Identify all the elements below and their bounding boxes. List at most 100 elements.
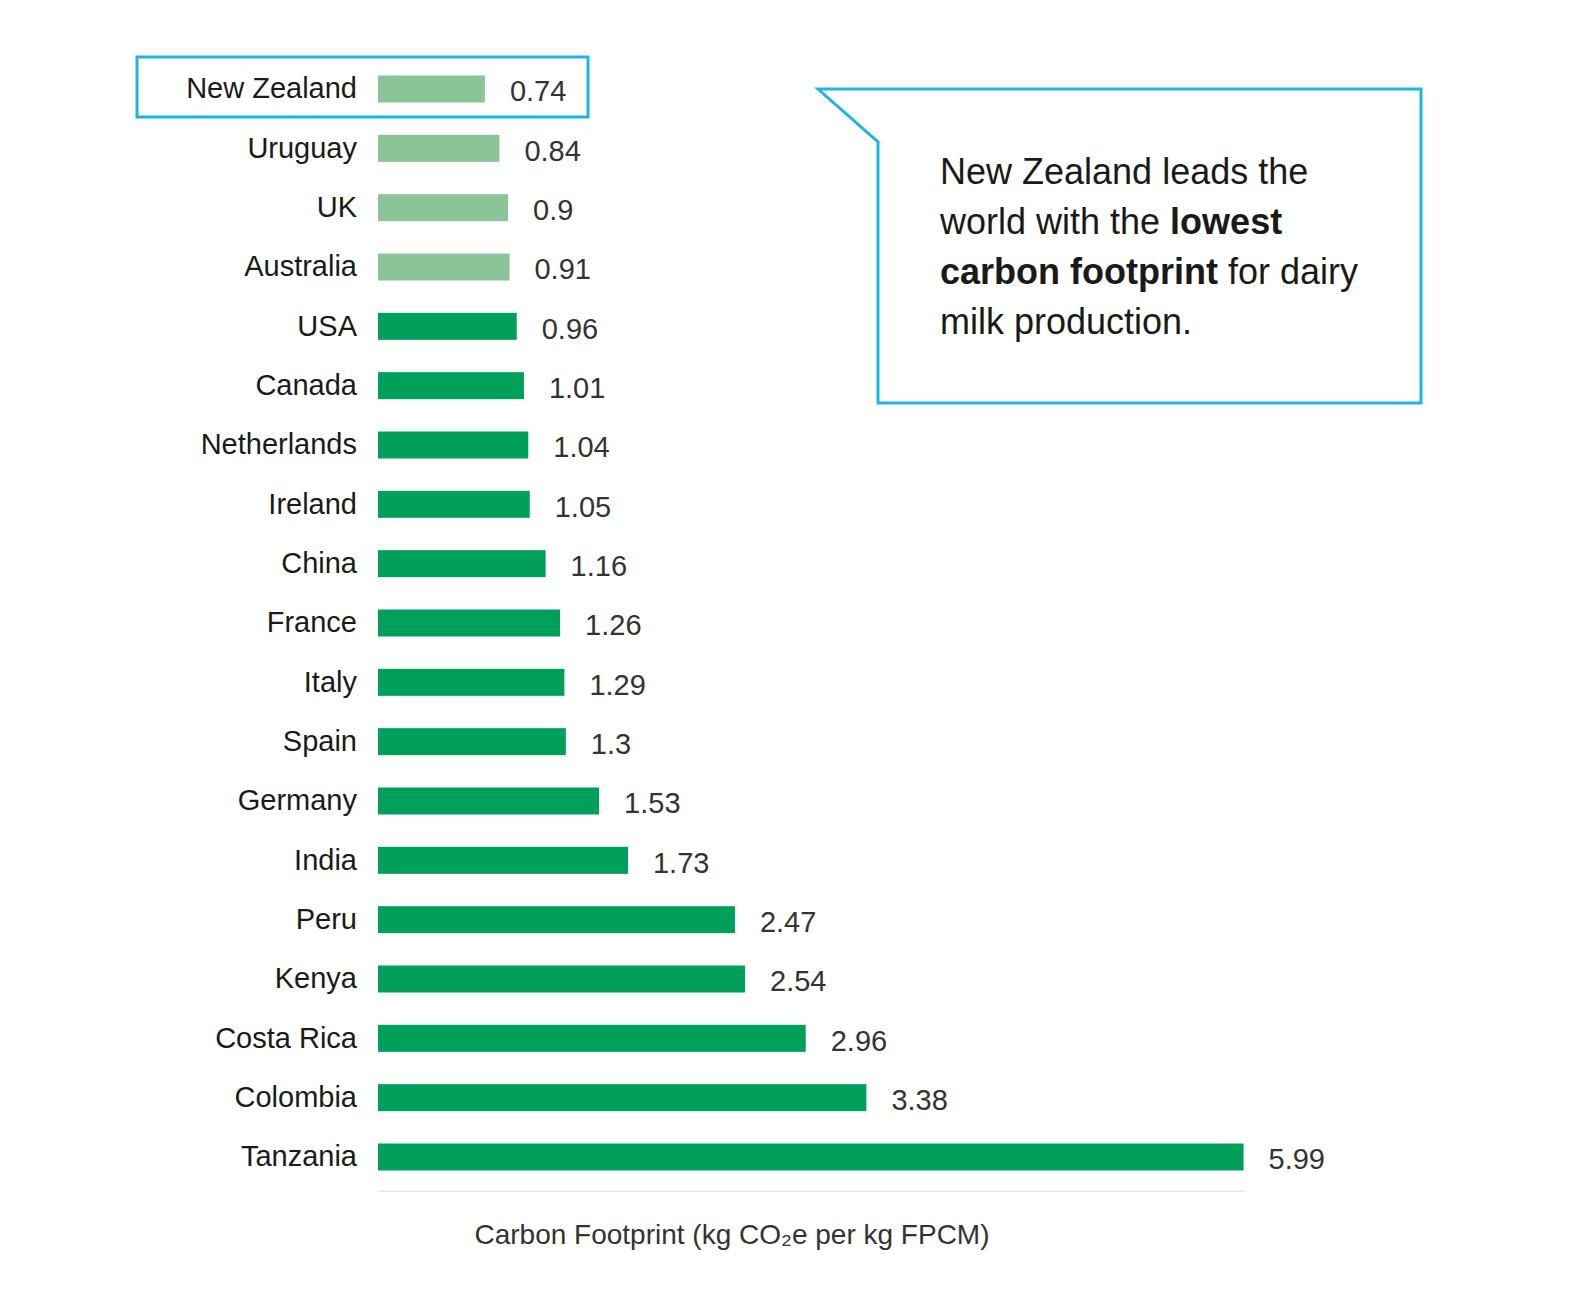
bar (378, 966, 745, 993)
category-label: Netherlands (201, 428, 357, 460)
tick: Italy (304, 666, 378, 698)
data-label: 0.84 (524, 135, 580, 167)
annotation-text: footprint (1060, 251, 1218, 292)
category-label: India (294, 844, 358, 876)
category-label: USA (297, 310, 357, 342)
bar (378, 253, 509, 280)
bar (378, 610, 560, 637)
bar (378, 372, 524, 399)
category-label: Australia (244, 250, 358, 282)
bar (378, 550, 546, 577)
annotation-text: world (939, 201, 1026, 242)
bar (378, 728, 566, 755)
category-label: Ireland (268, 488, 357, 520)
category-label: Italy (304, 666, 358, 698)
bar (378, 491, 530, 518)
highlight-box (137, 57, 588, 117)
tick: China (281, 547, 378, 579)
bar (378, 669, 564, 696)
bar (378, 1144, 1244, 1171)
bar (378, 847, 628, 874)
data-label: 5.99 (1269, 1143, 1325, 1175)
data-label: 2.47 (760, 906, 816, 938)
category-label: France (267, 606, 357, 638)
tick: Tanzania (241, 1140, 378, 1172)
bar (378, 1025, 806, 1052)
category-axis: New Zealand Uruguay UK Australia USA Canada Ne… (186, 60, 378, 1187)
tick: Uruguay (247, 132, 378, 164)
tick: India (294, 844, 378, 876)
data-label: 2.96 (831, 1025, 887, 1057)
category-label: Costa Rica (215, 1022, 358, 1054)
annotation-text: with (1026, 201, 1100, 242)
bar (378, 135, 499, 162)
data-label: 1.04 (553, 431, 609, 463)
data-label: 1.16 (571, 550, 627, 582)
tick: Costa Rica (215, 1022, 378, 1054)
annotation-text: production. (1004, 301, 1192, 342)
bar (378, 313, 517, 340)
data-label: 0.74 (510, 75, 566, 107)
tick: Spain (283, 725, 378, 757)
data-label: 1.01 (549, 372, 605, 404)
bar (378, 1084, 866, 1111)
category-label: China (281, 547, 358, 579)
category-label: Spain (283, 725, 357, 757)
bar (378, 75, 485, 102)
category-label: New Zealand (186, 72, 357, 104)
category-label: Kenya (275, 962, 358, 994)
category-label: Peru (296, 903, 357, 935)
annotation-text: the (1248, 151, 1308, 192)
axis-line (379, 1191, 1246, 1192)
annotation-text: for (1218, 251, 1270, 292)
data-label: 0.91 (534, 253, 590, 285)
tick: France (267, 606, 378, 638)
category-label: Canada (255, 369, 357, 401)
bar (378, 432, 528, 459)
tick: Australia (244, 250, 378, 282)
data-label: 2.54 (770, 965, 826, 997)
data-label: 1.29 (589, 669, 645, 701)
annotation-line: New Zealand leads the (940, 151, 1308, 192)
data-label: 1.73 (653, 847, 709, 879)
tick: Colombia (235, 1081, 379, 1113)
tick: Ireland (268, 488, 378, 520)
tick: UK (317, 191, 378, 223)
tick: Kenya (275, 962, 378, 994)
data-label: 1.3 (591, 728, 631, 760)
data-label: 1.53 (624, 787, 680, 819)
annotation-line: world with the lowest (939, 201, 1282, 242)
value-axis (379, 1191, 1246, 1192)
annotation-line: carbon footprint for dairy (940, 251, 1358, 292)
axis-title: Carbon Footprint (kg CO₂e per kg FPCM) (474, 1219, 989, 1250)
tick: Canada (255, 369, 378, 401)
annotation-text: Zealand (1012, 151, 1152, 192)
tick: Netherlands (201, 428, 378, 460)
category-label: Colombia (235, 1081, 358, 1113)
data-label: 3.38 (891, 1084, 947, 1116)
bar (378, 194, 508, 221)
data-label: 0.9 (533, 194, 573, 226)
tick: Peru (296, 903, 378, 935)
category-label: UK (317, 191, 358, 223)
annotation-text: leads (1152, 151, 1248, 192)
annotation-line: milk production. (940, 301, 1192, 342)
annotation-text: milk (940, 301, 1005, 342)
tick: USA (297, 310, 378, 342)
chart: New Zealand Uruguay UK Australia USA Canada Ne… (0, 0, 1583, 1303)
tick: Germany (238, 784, 378, 816)
data-label: 1.05 (555, 491, 611, 523)
bar (378, 906, 735, 933)
annotation-text: carbon (940, 251, 1060, 292)
annotation-text: lowest (1160, 201, 1282, 242)
annotation-text: the (1100, 201, 1160, 242)
data-label: 0.96 (542, 313, 598, 345)
category-label: Tanzania (241, 1140, 358, 1172)
axis-line (378, 60, 379, 1187)
data-label: 1.26 (585, 609, 641, 641)
category-label: Germany (238, 784, 358, 816)
annotation-text: dairy (1270, 251, 1358, 292)
bars (378, 75, 1244, 1170)
callout-box (818, 89, 1421, 403)
bar (378, 788, 599, 815)
